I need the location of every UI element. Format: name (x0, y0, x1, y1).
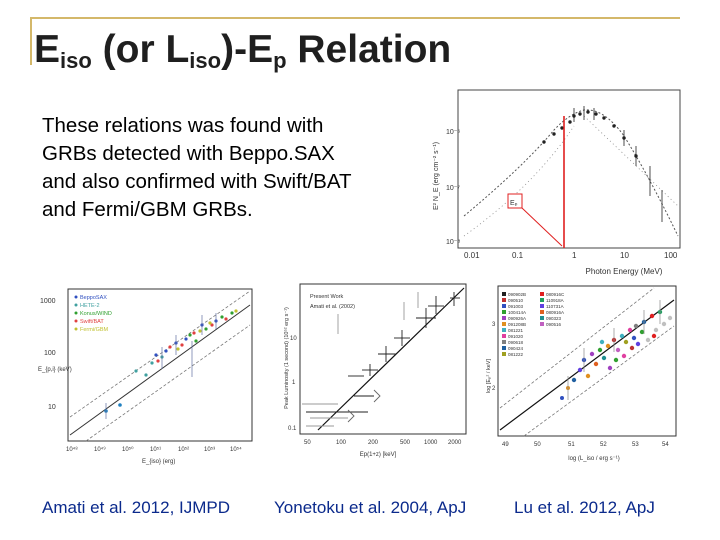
amati-ytick: 100 (44, 350, 56, 357)
yonetoku-ytick: 1 (292, 380, 296, 386)
lu-ytick: 2 (492, 386, 496, 392)
spectrum-inset-box (507, 193, 523, 209)
amati-ylabel: E_{p,i} (keV) (38, 367, 72, 373)
amati-xtick: 10⁵⁰ (122, 446, 134, 453)
lu-legend-item: 090926A (508, 316, 526, 321)
lu-legend-item: 090323 (546, 316, 562, 321)
amati-ytick: 1000 (40, 298, 56, 305)
lu-xtick: 54 (662, 442, 669, 448)
amati-xtick: 10⁵¹ (150, 446, 161, 453)
amati-xtick: 10⁴⁹ (94, 446, 106, 453)
lu-legend-item: 081221 (508, 328, 524, 333)
spectrum-xtick: 0.01 (464, 251, 480, 260)
caption-amati: Amati et al. 2012, IJMPD (42, 498, 231, 517)
body-line: GRBs detected with Beppo.SAX (42, 142, 335, 165)
yonetoku-legend-item: Amati et al. (2002) (310, 304, 355, 310)
body-line: These relations was found with (42, 114, 324, 137)
amati-legend-item: Konus/WIND (80, 311, 112, 317)
lu-legend-item: 090618 (508, 340, 524, 345)
lu-legend-item: 110918A (546, 298, 564, 303)
lu-legend-item: 091208B (508, 322, 526, 327)
spectrum-xtick: 100 (664, 251, 678, 260)
lu-legend-right: 080916C 110918A 110731A 080916A 090323 0… (546, 292, 565, 327)
lu-legend-item: 080916A (546, 310, 564, 315)
lu-legend-item: 090516 (546, 322, 562, 327)
yonetoku-xlabel: Ep(1+z) [keV] (360, 452, 397, 458)
yonetoku-xtick: 50 (304, 440, 311, 446)
yonetoku-xtick: 2000 (448, 440, 462, 446)
spectrum-figure: E² N_E (erg cm⁻² s⁻¹) 10⁻⁶ 10⁻⁷ 10⁻⁸ 0.0… (424, 86, 686, 280)
yonetoku-xtick: 1000 (424, 440, 438, 446)
amati-figure: 1000 100 10 E_{p,i} (keV) 10⁴⁸ 10⁴⁹ 10⁵⁰… (36, 285, 258, 467)
yonetoku-legend-item: Present Work (310, 294, 343, 300)
spectrum-xlabel: Photon Energy (MeV) (586, 267, 663, 276)
spectrum-ytick: 10⁻⁷ (446, 185, 460, 192)
lu-legend-item: 100414A (508, 310, 526, 315)
lu-xtick: 52 (600, 442, 607, 448)
lu-legend-item: 081222 (508, 352, 524, 357)
body-line: and Fermi/GBM GRBs. (42, 198, 253, 221)
lu-xtick: 51 (568, 442, 575, 448)
amati-xtick: 10⁵⁴ (230, 446, 242, 453)
lu-legend-item: 091003 (508, 304, 524, 309)
lu-figure: log [Eₚᶻ / keV] 3 2 49 50 51 52 53 54 lo… (484, 280, 680, 470)
caption-lu: Lu et al. 2012, ApJ (514, 498, 655, 517)
amati-xtick: 10⁴⁸ (66, 446, 78, 453)
amati-legend-item: HETE-2 (80, 303, 100, 309)
amati-xtick: 10⁵² (178, 446, 189, 453)
spectrum-xtick: 1 (572, 251, 577, 260)
amati-xlabel: E_{iso} (erg) (142, 459, 175, 465)
yonetoku-figure: Peak Luminosity (1 second) (10⁵² erg s⁻¹… (278, 278, 472, 470)
amati-xtick: 10⁵³ (204, 446, 215, 453)
lu-ytick: 3 (492, 322, 496, 328)
lu-legend-item: 091020 (508, 334, 524, 339)
lu-ylabel: log [Eₚᶻ / keV] (486, 359, 492, 393)
yonetoku-ytick: 10 (290, 336, 297, 342)
spectrum-ytick: 10⁻⁶ (446, 129, 460, 136)
title-frame-left (30, 17, 32, 65)
lu-legend-item: 090424 (508, 346, 524, 351)
yonetoku-xtick: 200 (368, 440, 379, 446)
lu-legend-left: 090902B 090510 091003 100414A 090926A 09… (508, 292, 526, 357)
lu-xlabel: log (L_iso / erg s⁻¹) (568, 456, 620, 462)
slide-title: Eiso (or Liso)-Ep Relation (34, 28, 452, 73)
body-line: and also confirmed with Swift/BAT (42, 170, 352, 193)
spectrum-xtick: 10 (620, 251, 629, 260)
spectrum-xtick: 0.1 (512, 251, 524, 260)
spectrum-inset-label: Eₚ (510, 200, 518, 207)
amati-legend-item: Fermi/GBM (80, 327, 109, 333)
spectrum-ytick: 10⁻⁸ (446, 239, 460, 246)
amati-ytick: 10 (48, 404, 56, 411)
lu-legend-item: 110731A (546, 304, 564, 309)
yonetoku-ytick: 0.1 (288, 426, 297, 432)
lu-legend-item: 090510 (508, 298, 524, 303)
amati-legend-item: Swift/BAT (80, 319, 104, 325)
lu-legend-item: 080916C (546, 292, 565, 297)
spectrum-ylabel: E² N_E (erg cm⁻² s⁻¹) (433, 142, 440, 210)
lu-xtick: 53 (632, 442, 639, 448)
yonetoku-xtick: 500 (400, 440, 411, 446)
amati-legend-item: BeppoSAX (80, 295, 107, 301)
lu-legend-item: 090902B (508, 292, 526, 297)
yonetoku-ylabel: Peak Luminosity (1 second) (10⁵² erg s⁻¹… (283, 307, 290, 409)
body-text: These relations was found with GRBs dete… (42, 112, 422, 224)
lu-xtick: 50 (534, 442, 541, 448)
lu-xtick: 49 (502, 442, 509, 448)
caption-yonetoku: Yonetoku et al. 2004, ApJ (274, 498, 467, 517)
title-frame-top (30, 17, 680, 19)
yonetoku-xtick: 100 (336, 440, 347, 446)
